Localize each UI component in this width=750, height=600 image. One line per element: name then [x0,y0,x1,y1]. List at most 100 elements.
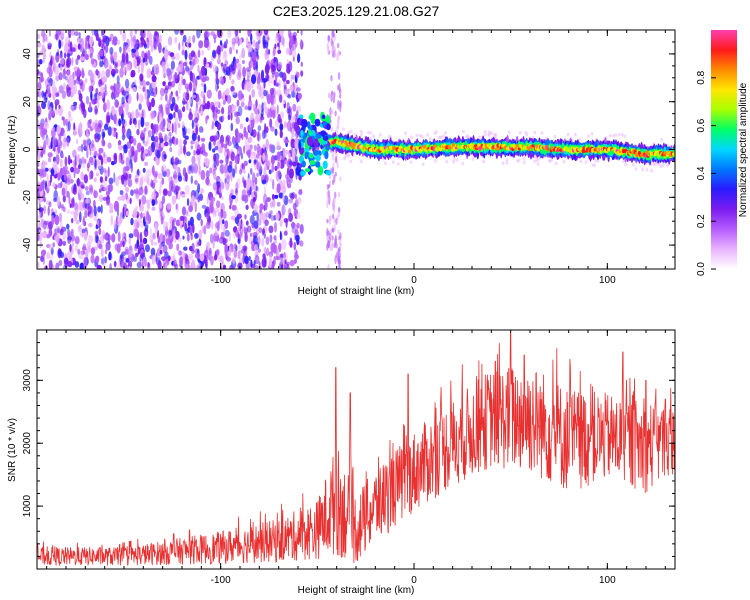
spectrogram-onset-cell [324,150,329,160]
spectrogram-noise-cell [112,36,118,46]
spectrogram-halo-cell [367,130,371,135]
spectrogram-halo-cell [660,138,664,142]
spectrogram-noise-cell [186,233,190,242]
spectrogram-onset-cell [309,112,316,122]
spectrogram-noise-cell [268,225,274,234]
spectrogram-noise-cell [70,104,73,111]
spectrogram-onset-cell [326,123,331,131]
spectrogram-noise-cell [143,149,148,154]
spectrogram-noise-cell [277,170,282,179]
spectrogram-noise-cell [282,179,286,188]
spectrogram-noise-cell [69,41,73,52]
spectrogram-noise-cell [208,250,213,256]
spectrogram-noise-cell [191,249,195,254]
spectrogram-halo-cell [378,133,382,137]
spectrogram-noise-cell [137,55,142,64]
spectrogram-noise-cell [98,147,104,154]
spectrogram-noise-cell [231,79,235,85]
spectrogram-noise-cell [200,218,203,227]
spectrogram-noise-cell [140,38,146,46]
spectrogram-noise-cell [205,212,210,219]
spectrogram-marks [37,30,675,269]
spectrogram-noise-cell [241,60,245,64]
spectrogram-noise-cell [221,107,225,115]
spectrogram-noise-cell [60,158,63,168]
spectrogram-noise-cell [125,192,128,200]
spectrogram-noise-cell [124,78,130,89]
spectrogram-noise-cell [141,195,147,205]
spectrogram-noise-cell [234,163,237,174]
spectrogram-noise-cell [248,136,253,143]
spectrogram-noise-cell [174,37,178,44]
spectrogram-noise-cell [251,129,257,138]
spectrogram-noise-cell [121,133,126,141]
spectrogram-noise-cell [200,110,204,117]
spectrogram-noise-cell [221,78,225,86]
spectrogram-noise-cell [88,36,94,46]
spectrogram-halo-cell [659,164,663,169]
spectrogram-noise-cell [135,50,139,56]
spectrogram-noise-cell [111,72,115,78]
spectrogram-noise-cell [57,182,63,189]
spectrogram-noise-cell [268,169,272,175]
spectrogram-noise-cell [57,227,60,234]
spectrogram-noise-cell [241,47,246,59]
spectrogram-noise-cell [281,72,287,82]
spectrogram-noise-cell [244,84,249,91]
spectrogram-noise-cell [79,211,82,223]
spectrogram-noise-cell [248,94,252,103]
spectrogram-noise-cell [37,103,41,109]
spectrogram-noise-cell [81,67,85,79]
spectrogram-noise-cell [213,36,216,44]
spectrogram-noise-cell [244,105,249,110]
spectrogram-noise-cell [198,171,201,177]
spectrogram-noise-cell [151,191,157,200]
spectrogram-noise-cell [106,115,111,124]
spectrogram-noise-cell [78,79,84,86]
spectrogram-noise-cell [279,30,284,37]
spectrogram-noise-cell [274,194,279,199]
spectrogram-noise-cell [220,62,224,67]
spectrogram-noise-cell [166,99,170,107]
spectrogram-noise-cell [232,104,237,112]
spectrogram-noise-cell [195,57,200,64]
spectrogram-noise-cell [272,106,277,111]
spectrogram-noise-cell [79,121,82,133]
spectrogram-noise-cell [109,209,114,214]
spectrogram-noise-cell [281,239,287,250]
spectrogram-noise-cell [108,177,114,185]
spectrogram-noise-cell [167,70,173,82]
spectrogram-noise-cell [161,61,166,70]
spectrogram-noise-cell [125,264,128,269]
spectrogram-noise-cell [276,140,280,149]
spectrogram-noise-cell [86,133,90,139]
spectrogram-noise-cell [237,238,241,244]
spectrogram-noise-cell [70,234,75,242]
spectrogram-noise-cell [56,124,61,135]
spectrogram-noise-cell [258,104,262,112]
spectrogram-noise-cell [143,127,147,132]
spectrogram-noise-cell [53,61,57,69]
spectrogram-noise-cell [224,50,227,58]
spectrogram-halo-cell [501,161,505,165]
spectrogram-noise-cell [95,255,100,263]
spectrogram-noise-cell [240,101,245,108]
spectrogram-noise-cell [274,128,278,136]
spectrogram-noise-cell [339,232,342,240]
spectrogram-noise-cell [139,73,144,82]
spectrogram-noise-cell [103,123,109,131]
spectrogram-noise-cell [56,51,59,57]
spectrogram-noise-cell [146,68,152,79]
spectrogram-noise-cell [219,116,223,122]
spectrogram-noise-cell [214,146,219,151]
spectrogram-noise-cell [96,239,102,249]
spectrogram-noise-cell [78,186,82,194]
spectrogram-halo-cell [533,159,537,163]
spectrogram-noise-cell [134,79,137,86]
spectrogram-noise-cell [51,214,55,226]
spectrogram-noise-cell [267,93,271,105]
spectrogram-noise-cell [300,70,304,77]
spectrogram-noise-cell [219,255,224,264]
spectrogram-noise-cell [129,120,132,125]
spectrogram-onset-cell [325,170,332,176]
